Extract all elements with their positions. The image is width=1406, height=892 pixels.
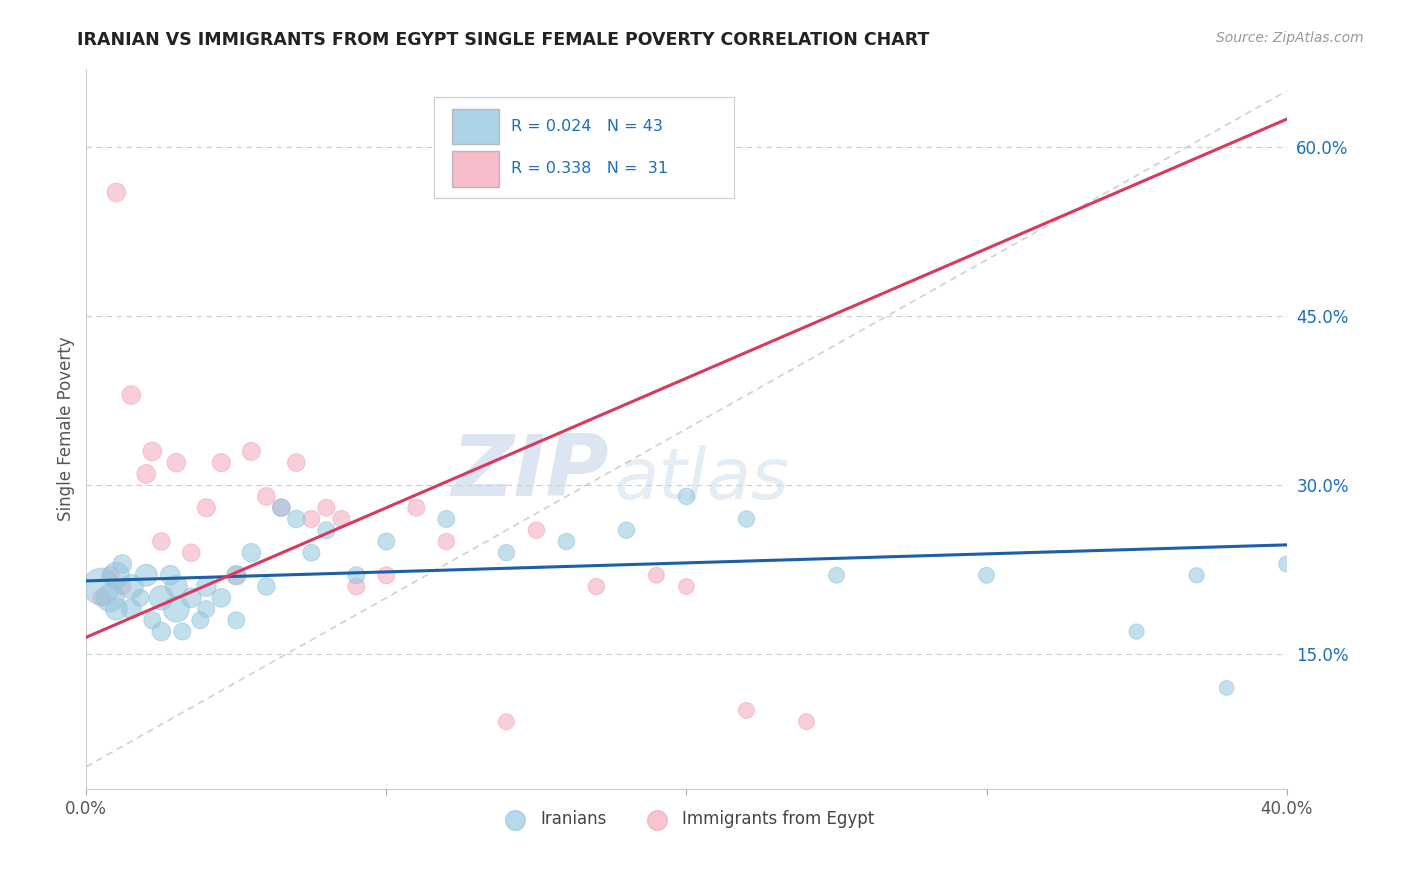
Point <box>180 591 202 605</box>
Point <box>645 568 668 582</box>
Point <box>495 546 517 560</box>
Point <box>209 456 232 470</box>
Point <box>285 456 308 470</box>
Point <box>825 568 848 582</box>
Point <box>735 703 758 717</box>
Point <box>299 512 322 526</box>
Point <box>1125 624 1147 639</box>
Point <box>434 512 457 526</box>
Point <box>98 568 121 582</box>
Point <box>285 512 308 526</box>
Point <box>796 714 818 729</box>
Point <box>315 500 337 515</box>
Point <box>165 456 187 470</box>
Point <box>209 591 232 605</box>
Point <box>105 602 128 616</box>
Text: ZIP: ZIP <box>451 431 609 514</box>
Text: Source: ZipAtlas.com: Source: ZipAtlas.com <box>1216 31 1364 45</box>
Point <box>188 613 211 627</box>
FancyBboxPatch shape <box>453 152 499 186</box>
FancyBboxPatch shape <box>453 109 499 145</box>
Point <box>129 591 152 605</box>
Point <box>90 591 112 605</box>
Point <box>375 568 398 582</box>
Text: atlas: atlas <box>614 445 789 514</box>
Point <box>150 591 173 605</box>
Point <box>120 602 142 616</box>
Point <box>344 568 367 582</box>
Point <box>585 580 607 594</box>
Point <box>141 613 163 627</box>
Point <box>526 523 548 537</box>
Point <box>240 444 263 458</box>
Point <box>315 523 337 537</box>
Point <box>270 500 292 515</box>
Point <box>375 534 398 549</box>
Point <box>150 624 173 639</box>
Point <box>434 534 457 549</box>
Point <box>735 512 758 526</box>
Point <box>254 490 277 504</box>
Point <box>240 546 263 560</box>
Point <box>195 580 218 594</box>
Point <box>675 580 697 594</box>
Point <box>172 624 194 639</box>
Point <box>495 714 517 729</box>
Point <box>120 580 142 594</box>
Point <box>254 580 277 594</box>
Point <box>150 534 173 549</box>
Point <box>105 568 128 582</box>
Point <box>675 490 697 504</box>
Point <box>555 534 578 549</box>
Point <box>105 186 128 200</box>
Point <box>120 388 142 402</box>
Point <box>270 500 292 515</box>
Point <box>141 444 163 458</box>
Point <box>111 580 134 594</box>
Point <box>180 546 202 560</box>
Point <box>330 512 353 526</box>
Point <box>111 557 134 571</box>
Point <box>165 602 187 616</box>
Text: R = 0.338   N =  31: R = 0.338 N = 31 <box>512 161 668 177</box>
Point <box>165 580 187 594</box>
Point <box>616 523 638 537</box>
Point <box>976 568 998 582</box>
Point <box>135 568 157 582</box>
Text: IRANIAN VS IMMIGRANTS FROM EGYPT SINGLE FEMALE POVERTY CORRELATION CHART: IRANIAN VS IMMIGRANTS FROM EGYPT SINGLE … <box>77 31 929 49</box>
Point <box>299 546 322 560</box>
Legend: Iranians, Immigrants from Egypt: Iranians, Immigrants from Egypt <box>492 804 880 835</box>
Point <box>1275 557 1298 571</box>
Point <box>90 580 112 594</box>
Point <box>195 602 218 616</box>
Point <box>135 467 157 481</box>
Point <box>225 568 247 582</box>
Point <box>195 500 218 515</box>
Text: R = 0.024   N = 43: R = 0.024 N = 43 <box>512 120 664 134</box>
Point <box>159 568 181 582</box>
Point <box>344 580 367 594</box>
Point <box>1185 568 1208 582</box>
Y-axis label: Single Female Poverty: Single Female Poverty <box>58 336 75 521</box>
Point <box>225 613 247 627</box>
Point <box>405 500 427 515</box>
FancyBboxPatch shape <box>434 97 734 198</box>
Point <box>1215 681 1237 695</box>
Point <box>225 568 247 582</box>
Point <box>98 591 121 605</box>
